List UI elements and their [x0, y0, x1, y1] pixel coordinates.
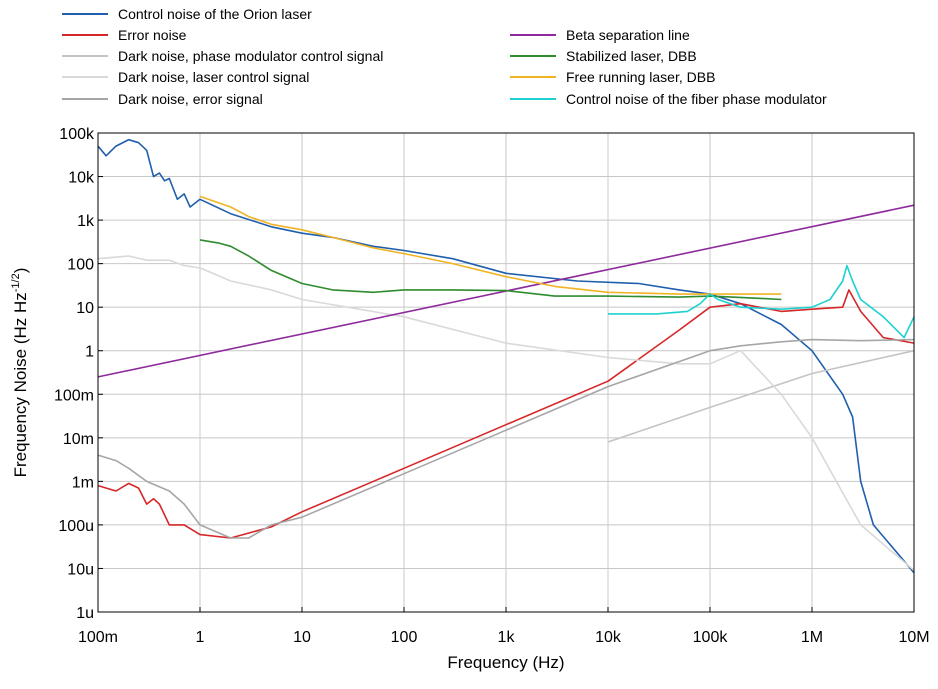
- x-tick-label: 1: [196, 629, 205, 646]
- y-tick-label: 100u: [58, 518, 94, 535]
- y-tick-label: 1k: [77, 213, 95, 230]
- y-axis-title: Frequency Noise (Hz Hz-1/2): [10, 268, 30, 478]
- legend-label-6: Stabilized laser, DBB: [566, 48, 697, 64]
- legend-label-7: Free running laser, DBB: [566, 69, 715, 85]
- series-line-6: [199, 239, 782, 301]
- x-tick-label: 100k: [693, 629, 729, 646]
- x-tick-label: 10k: [595, 629, 622, 646]
- x-axis-title: Frequency (Hz): [447, 653, 564, 672]
- x-tick-label: 100m: [78, 629, 118, 646]
- legend-label-2: Dark noise, phase modulator control sign…: [118, 48, 383, 64]
- y-tick-label: 10k: [68, 170, 95, 187]
- series-line-3: [97, 255, 915, 572]
- grid: [98, 133, 914, 612]
- series-line-8: [608, 264, 915, 339]
- series-line-0: [97, 138, 915, 574]
- legend-label-0: Control noise of the Orion laser: [118, 6, 312, 22]
- x-tick-label: 10: [293, 629, 311, 646]
- x-tick-label: 100: [391, 629, 418, 646]
- series-line-4: [97, 338, 915, 539]
- y-tick-label: 10u: [67, 561, 94, 578]
- legend-label-3: Dark noise, laser control signal: [118, 69, 309, 85]
- legend: Control noise of the Orion laser Error no…: [62, 6, 827, 107]
- y-tick-label: 10: [76, 300, 94, 317]
- y-axis-title-main: Frequency Noise (Hz Hz: [11, 292, 30, 477]
- y-tick-label: 1: [85, 344, 94, 361]
- legend-label-4: Dark noise, error signal: [118, 91, 263, 107]
- y-tick-label: 100: [67, 257, 94, 274]
- y-tick-label: 1m: [72, 474, 94, 491]
- series-group: [97, 138, 915, 574]
- y-tick-label: 10m: [63, 431, 94, 448]
- series-line-7: [199, 195, 782, 295]
- legend-label-8: Control noise of the fiber phase modulat…: [566, 91, 827, 107]
- legend-label-5: Beta separation line: [566, 27, 690, 43]
- y-axis-ticks: 100k 10k 1k 100 10 1 100m 10m 1m 100u 10u 1u: [54, 126, 103, 622]
- y-tick-label: 1u: [76, 605, 94, 622]
- x-tick-label: 10M: [898, 629, 929, 646]
- x-tick-label: 1k: [498, 629, 516, 646]
- series-line-1: [97, 289, 915, 539]
- y-tick-label: 100m: [54, 387, 94, 404]
- y-axis-title-tail: ): [11, 268, 30, 274]
- y-tick-label: 100k: [59, 126, 95, 143]
- x-axis-ticks: 100m 1 10 100 1k 10k 100k 1M 10M: [78, 607, 930, 646]
- y-axis-title-superscript: -1/2: [10, 273, 22, 292]
- legend-label-1: Error noise: [118, 27, 187, 43]
- x-tick-label: 1M: [801, 629, 823, 646]
- series-line-2: [607, 349, 915, 443]
